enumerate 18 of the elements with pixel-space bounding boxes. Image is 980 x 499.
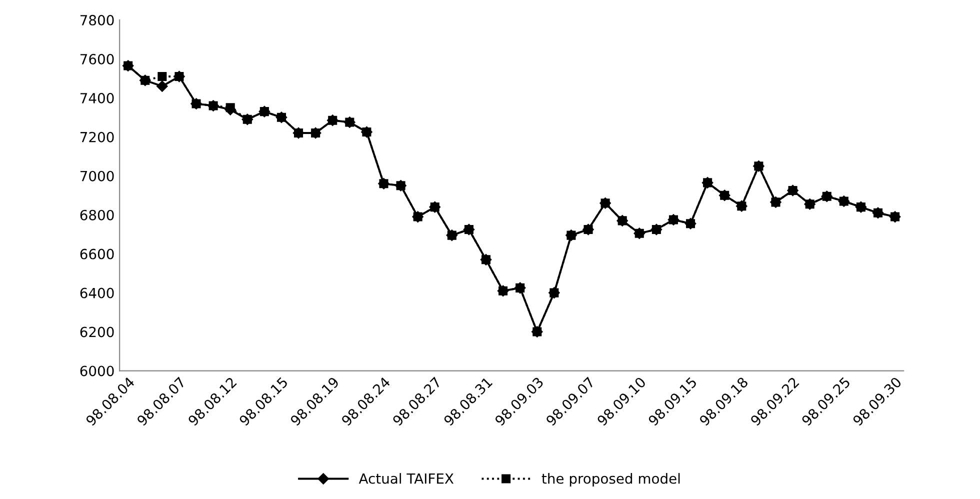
y-tick-label: 6000: [80, 366, 114, 376]
y-tick-label: 7600: [80, 54, 114, 64]
y-tick-label: 6600: [80, 248, 114, 260]
point: [158, 72, 167, 81]
y-tick-label: 6400: [80, 288, 114, 298]
point: [873, 208, 883, 218]
y-tick-label: 6200: [80, 326, 114, 338]
point: [226, 103, 235, 112]
point: [311, 128, 320, 138]
y-tick-label: 6800: [80, 210, 114, 220]
legend-label: Actual TAIFEX: [358, 473, 454, 484]
point: [294, 128, 304, 138]
point: [481, 255, 491, 264]
y-tick-label: 7400: [80, 92, 114, 104]
y-tick-label: 7000: [80, 170, 114, 182]
y-tick-label: 7800: [80, 14, 114, 26]
y-tick-label: 7200: [80, 132, 114, 142]
legend-label: the proposed model: [542, 473, 680, 486]
